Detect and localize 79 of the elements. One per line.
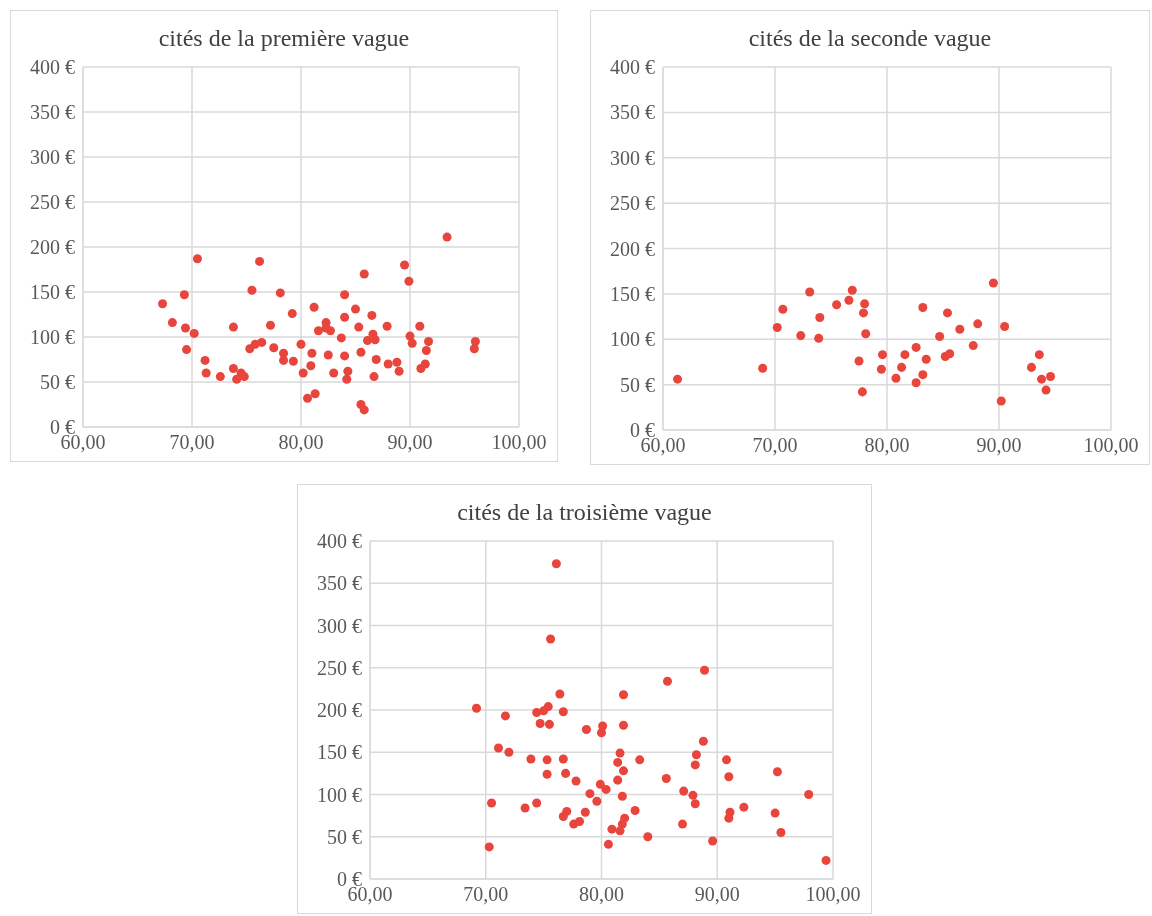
chart-title: cités de la seconde vague: [747, 25, 993, 52]
y-tick-label: 300 €: [30, 146, 75, 169]
point: [1026, 362, 1036, 372]
point: [1046, 371, 1056, 381]
point: [876, 364, 886, 374]
y-tick-label: 100 €: [610, 328, 655, 351]
point: [796, 331, 806, 341]
y-tick-label: 400 €: [317, 530, 362, 553]
y-tick-label: 200 €: [30, 236, 75, 259]
x-tick-label: 80,00: [864, 434, 910, 457]
point: [861, 329, 871, 339]
point: [968, 341, 978, 351]
point: [778, 304, 788, 314]
x-tick-label: 90,00: [387, 431, 433, 454]
y-tick-label: 250 €: [30, 191, 75, 214]
y-tick-label: 400 €: [610, 56, 655, 79]
point: [814, 333, 824, 343]
point: [891, 373, 901, 383]
point: [844, 295, 854, 305]
point: [911, 342, 921, 352]
chart-title: cités de la première vague: [157, 25, 411, 52]
point: [921, 354, 931, 364]
point: [772, 322, 782, 332]
point: [758, 363, 768, 373]
point: [854, 356, 864, 366]
point: [1034, 350, 1044, 360]
point: [973, 319, 983, 329]
y-tick-label: 50 €: [620, 373, 655, 396]
point: [918, 302, 928, 312]
point: [955, 324, 965, 334]
point: [878, 350, 888, 360]
point: [918, 370, 928, 380]
y-tick-label: 250 €: [610, 192, 655, 215]
y-tick-label: 150 €: [30, 281, 75, 304]
x-tick-label: 70,00: [752, 434, 798, 457]
x-tick-label: 100,00: [805, 883, 861, 906]
x-tick-label: 80,00: [579, 883, 624, 906]
point: [805, 287, 815, 297]
y-tick-label: 200 €: [610, 237, 655, 260]
x-tick-label: 100,00: [491, 431, 547, 454]
point: [900, 350, 910, 360]
point: [935, 332, 945, 342]
x-tick-label: 70,00: [169, 431, 215, 454]
point: [847, 285, 857, 295]
point: [911, 378, 921, 388]
point: [897, 362, 907, 372]
chart-title: cités de la troisième vague: [456, 499, 713, 526]
y-tick-label: 50 €: [40, 371, 75, 394]
point: [1041, 385, 1051, 395]
y-tick-label: 200 €: [317, 699, 362, 722]
point: [996, 396, 1006, 406]
x-tick-label: 90,00: [694, 883, 740, 906]
point: [815, 312, 825, 322]
point: [1037, 374, 1047, 384]
point: [942, 308, 952, 318]
point: [673, 374, 683, 384]
y-tick-label: 250 €: [317, 656, 362, 679]
point: [858, 308, 868, 318]
y-tick-label: 100 €: [317, 783, 362, 806]
y-tick-label: 350 €: [317, 572, 362, 595]
x-tick-label: 70,00: [463, 883, 509, 906]
point: [945, 349, 955, 359]
y-tick-label: 50 €: [327, 825, 362, 848]
y-tick-label: 150 €: [317, 741, 362, 764]
y-tick-label: 300 €: [317, 614, 362, 637]
y-tick-label: 350 €: [610, 101, 655, 124]
y-tick-label: 100 €: [30, 326, 75, 349]
point: [1000, 322, 1010, 332]
point: [857, 387, 867, 397]
y-tick-label: 350 €: [30, 101, 75, 124]
x-tick-label: 80,00: [278, 431, 324, 454]
point: [860, 299, 870, 309]
x-tick-label: 100,00: [1083, 434, 1139, 457]
y-tick-label: 400 €: [30, 56, 75, 79]
y-tick-label: 300 €: [610, 146, 655, 169]
x-tick-label: 90,00: [976, 434, 1022, 457]
y-tick-label: 150 €: [610, 282, 655, 305]
point: [832, 300, 842, 310]
point: [988, 278, 998, 288]
